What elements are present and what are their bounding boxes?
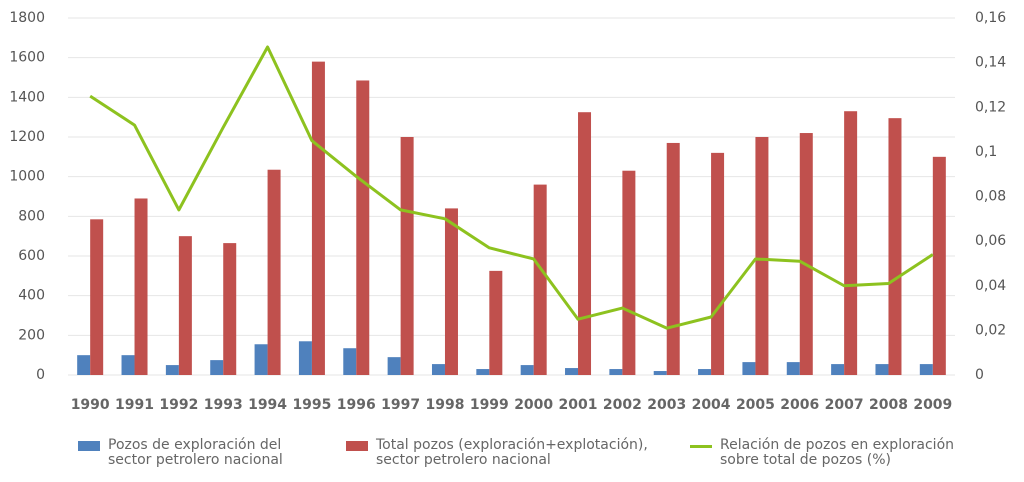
bar — [267, 169, 281, 375]
bar — [444, 208, 458, 375]
bar — [698, 369, 712, 375]
bar — [476, 369, 490, 375]
bar — [831, 364, 845, 375]
y2-tick-label: 0,12 — [975, 99, 1006, 115]
bar — [178, 236, 192, 375]
legend-label: Relación de pozos en exploración sobre t… — [720, 437, 955, 468]
y-tick-label: 200 — [18, 327, 45, 343]
x-tick-label: 1995 — [292, 397, 331, 413]
bar — [90, 219, 104, 375]
chart: 0 200 400 600 800 1000 1200 1400 1600 1800 0 0,02 0,… — [9, 10, 1006, 413]
y-tick-label: 400 — [18, 288, 45, 304]
bar — [254, 344, 268, 375]
x-tick-label: 1993 — [204, 397, 243, 413]
bar — [223, 243, 237, 375]
x-tick-label: 1997 — [381, 397, 420, 413]
x-tick-label: 2003 — [647, 397, 686, 413]
bar — [799, 133, 813, 375]
y2-tick-label: 0,02 — [975, 322, 1006, 338]
bar — [520, 365, 534, 375]
y-tick-label: 1000 — [9, 169, 45, 185]
y2-tick-label: 0 — [975, 367, 984, 383]
x-tick-label: 2009 — [913, 397, 952, 413]
x-tick-label: 1996 — [337, 397, 376, 413]
bar — [356, 80, 370, 375]
bar — [622, 170, 636, 375]
x-tick-label: 2001 — [559, 397, 598, 413]
bar — [578, 112, 592, 375]
bar — [919, 364, 933, 375]
bar — [298, 341, 312, 375]
bar — [134, 198, 148, 375]
y2-tick-label: 0,1 — [975, 144, 997, 160]
x-tick-label: 1998 — [425, 397, 464, 413]
x-tick-label: 1999 — [470, 397, 509, 413]
bar — [875, 364, 889, 375]
bar — [742, 362, 756, 375]
y-tick-label: 1600 — [9, 50, 45, 66]
legend-label: Pozos de exploración del sector petroler… — [108, 437, 283, 468]
bar — [121, 355, 135, 375]
y-tick-label: 600 — [18, 248, 45, 264]
x-tick-label: 2004 — [692, 397, 731, 413]
y2-tick-label: 0,08 — [975, 189, 1006, 205]
bar — [755, 137, 769, 375]
bar — [888, 118, 902, 376]
bar — [165, 365, 179, 375]
y-tick-label: 0 — [36, 367, 45, 383]
y2-tick-label: 0,16 — [975, 10, 1006, 26]
y-tick-label: 800 — [18, 208, 45, 224]
y2-tick-label: 0,14 — [975, 55, 1006, 71]
bar — [653, 371, 667, 375]
bar — [343, 348, 357, 375]
bar — [210, 360, 224, 375]
bar — [77, 355, 91, 375]
bar — [565, 368, 579, 375]
legend-item: Pozos de exploración del sector petroler… — [78, 438, 308, 468]
legend-swatch — [690, 445, 712, 448]
x-tick-label: 2005 — [736, 397, 775, 413]
y-tick-label: 1400 — [9, 89, 45, 105]
x-tick-label: 2007 — [825, 397, 864, 413]
bar — [533, 184, 547, 375]
legend-label: Total pozos (exploración+explotación), s… — [376, 437, 648, 468]
bar — [844, 111, 858, 375]
legend-item: Total pozos (exploración+explotación), s… — [346, 438, 656, 468]
bar — [609, 369, 623, 375]
bar — [311, 61, 325, 376]
bar — [711, 152, 725, 375]
y2-tick-label: 0,06 — [975, 233, 1006, 249]
x-tick-label: 1991 — [115, 397, 154, 413]
y-tick-label: 1800 — [9, 10, 45, 26]
x-tick-label: 1994 — [248, 397, 287, 413]
x-tick-label: 2000 — [514, 397, 553, 413]
legend-swatch — [78, 441, 100, 451]
x-tick-label: 2006 — [780, 397, 819, 413]
bar — [431, 364, 445, 375]
bar — [666, 142, 680, 375]
legend-item: Relación de pozos en exploración sobre t… — [690, 438, 970, 468]
bar — [932, 156, 946, 375]
x-tick-label: 1992 — [159, 397, 198, 413]
bar — [387, 357, 401, 375]
y-tick-label: 1200 — [9, 129, 45, 145]
bar — [400, 137, 414, 375]
x-tick-label: 2008 — [869, 397, 908, 413]
y2-tick-label: 0,04 — [975, 278, 1006, 294]
bar — [489, 270, 503, 375]
x-tick-label: 2002 — [603, 397, 642, 413]
x-tick-label: 1990 — [71, 397, 110, 413]
line — [89, 45, 934, 330]
legend-swatch — [346, 441, 368, 451]
bar — [786, 362, 800, 375]
